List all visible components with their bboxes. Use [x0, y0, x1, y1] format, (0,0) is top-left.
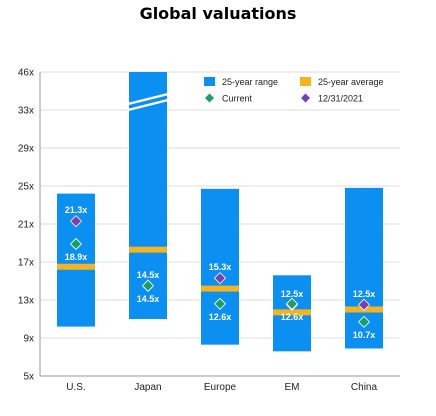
legend-date-label: 12/31/2021: [318, 94, 363, 104]
average-marker: [129, 246, 167, 253]
current-marker: [357, 315, 371, 328]
y-tick-label: 33x: [18, 106, 34, 117]
y-tick-label: 29x: [18, 144, 34, 155]
axis-break-mark: [127, 92, 169, 106]
x-category-label: China: [351, 382, 378, 393]
x-category-label: Japan: [134, 382, 161, 393]
chart-title: Global valuations: [139, 4, 297, 23]
legend: 25-year range 25-year average Current 12/31…: [204, 77, 384, 104]
y-tick-label: 25x: [18, 182, 34, 193]
date-value-label: 14.5x: [137, 270, 160, 280]
current-value-label: 12.6x: [209, 312, 232, 322]
date-value-label: 21.3x: [65, 205, 88, 215]
date-marker: [69, 215, 83, 228]
y-tick-label: 9x: [23, 334, 34, 345]
average-marker: [273, 309, 311, 316]
y-tick-label: 21x: [18, 220, 34, 231]
date-marker: [213, 272, 227, 285]
x-category-label: EM: [285, 382, 300, 393]
current-marker: [285, 297, 299, 310]
current-value-label: 10.7x: [353, 330, 376, 340]
date-value-label: 15.3x: [209, 262, 232, 272]
axis-break-mark: [127, 98, 169, 112]
current-value-label: 14.5x: [137, 294, 160, 304]
legend-range-swatch: [204, 77, 215, 86]
range-bar: [201, 188, 239, 345]
legend-range-label: 25-year range: [222, 77, 278, 87]
y-tick-label: 17x: [18, 258, 34, 269]
marker-layer: 21.3x 18.9x 14.5x 14.5x 15.3x 12.6x 12.5x 12.6x…: [65, 205, 376, 340]
current-value-label: 18.9x: [65, 252, 88, 262]
y-tick-label: 13x: [18, 296, 34, 307]
current-value-label: 12.6x: [281, 312, 304, 322]
date-value-label: 12.5x: [353, 289, 376, 299]
legend-date-swatch: [301, 93, 310, 103]
current-marker: [141, 279, 155, 292]
legend-average-label: 25-year average: [318, 77, 384, 87]
axis-layer: 5x 9x 13x 17x 21x 25x 29x 33x 46x U.S. Japan Europe…: [18, 68, 400, 393]
average-marker: [201, 285, 239, 292]
legend-average-swatch: [300, 77, 311, 86]
legend-current-swatch: [205, 93, 214, 103]
current-marker: [69, 237, 83, 251]
range-bar: [129, 72, 167, 319]
current-marker: [213, 297, 227, 310]
legend-current-label: Current: [222, 94, 253, 104]
date-value-label: 12.5x: [281, 289, 304, 299]
y-tick-label: 46x: [18, 68, 34, 79]
y-tick-label: 5x: [23, 372, 34, 383]
average-marker: [57, 263, 95, 270]
bar-layer: [57, 72, 383, 352]
x-category-label: Europe: [204, 382, 237, 393]
date-marker: [357, 298, 371, 311]
x-category-label: U.S.: [66, 382, 85, 393]
